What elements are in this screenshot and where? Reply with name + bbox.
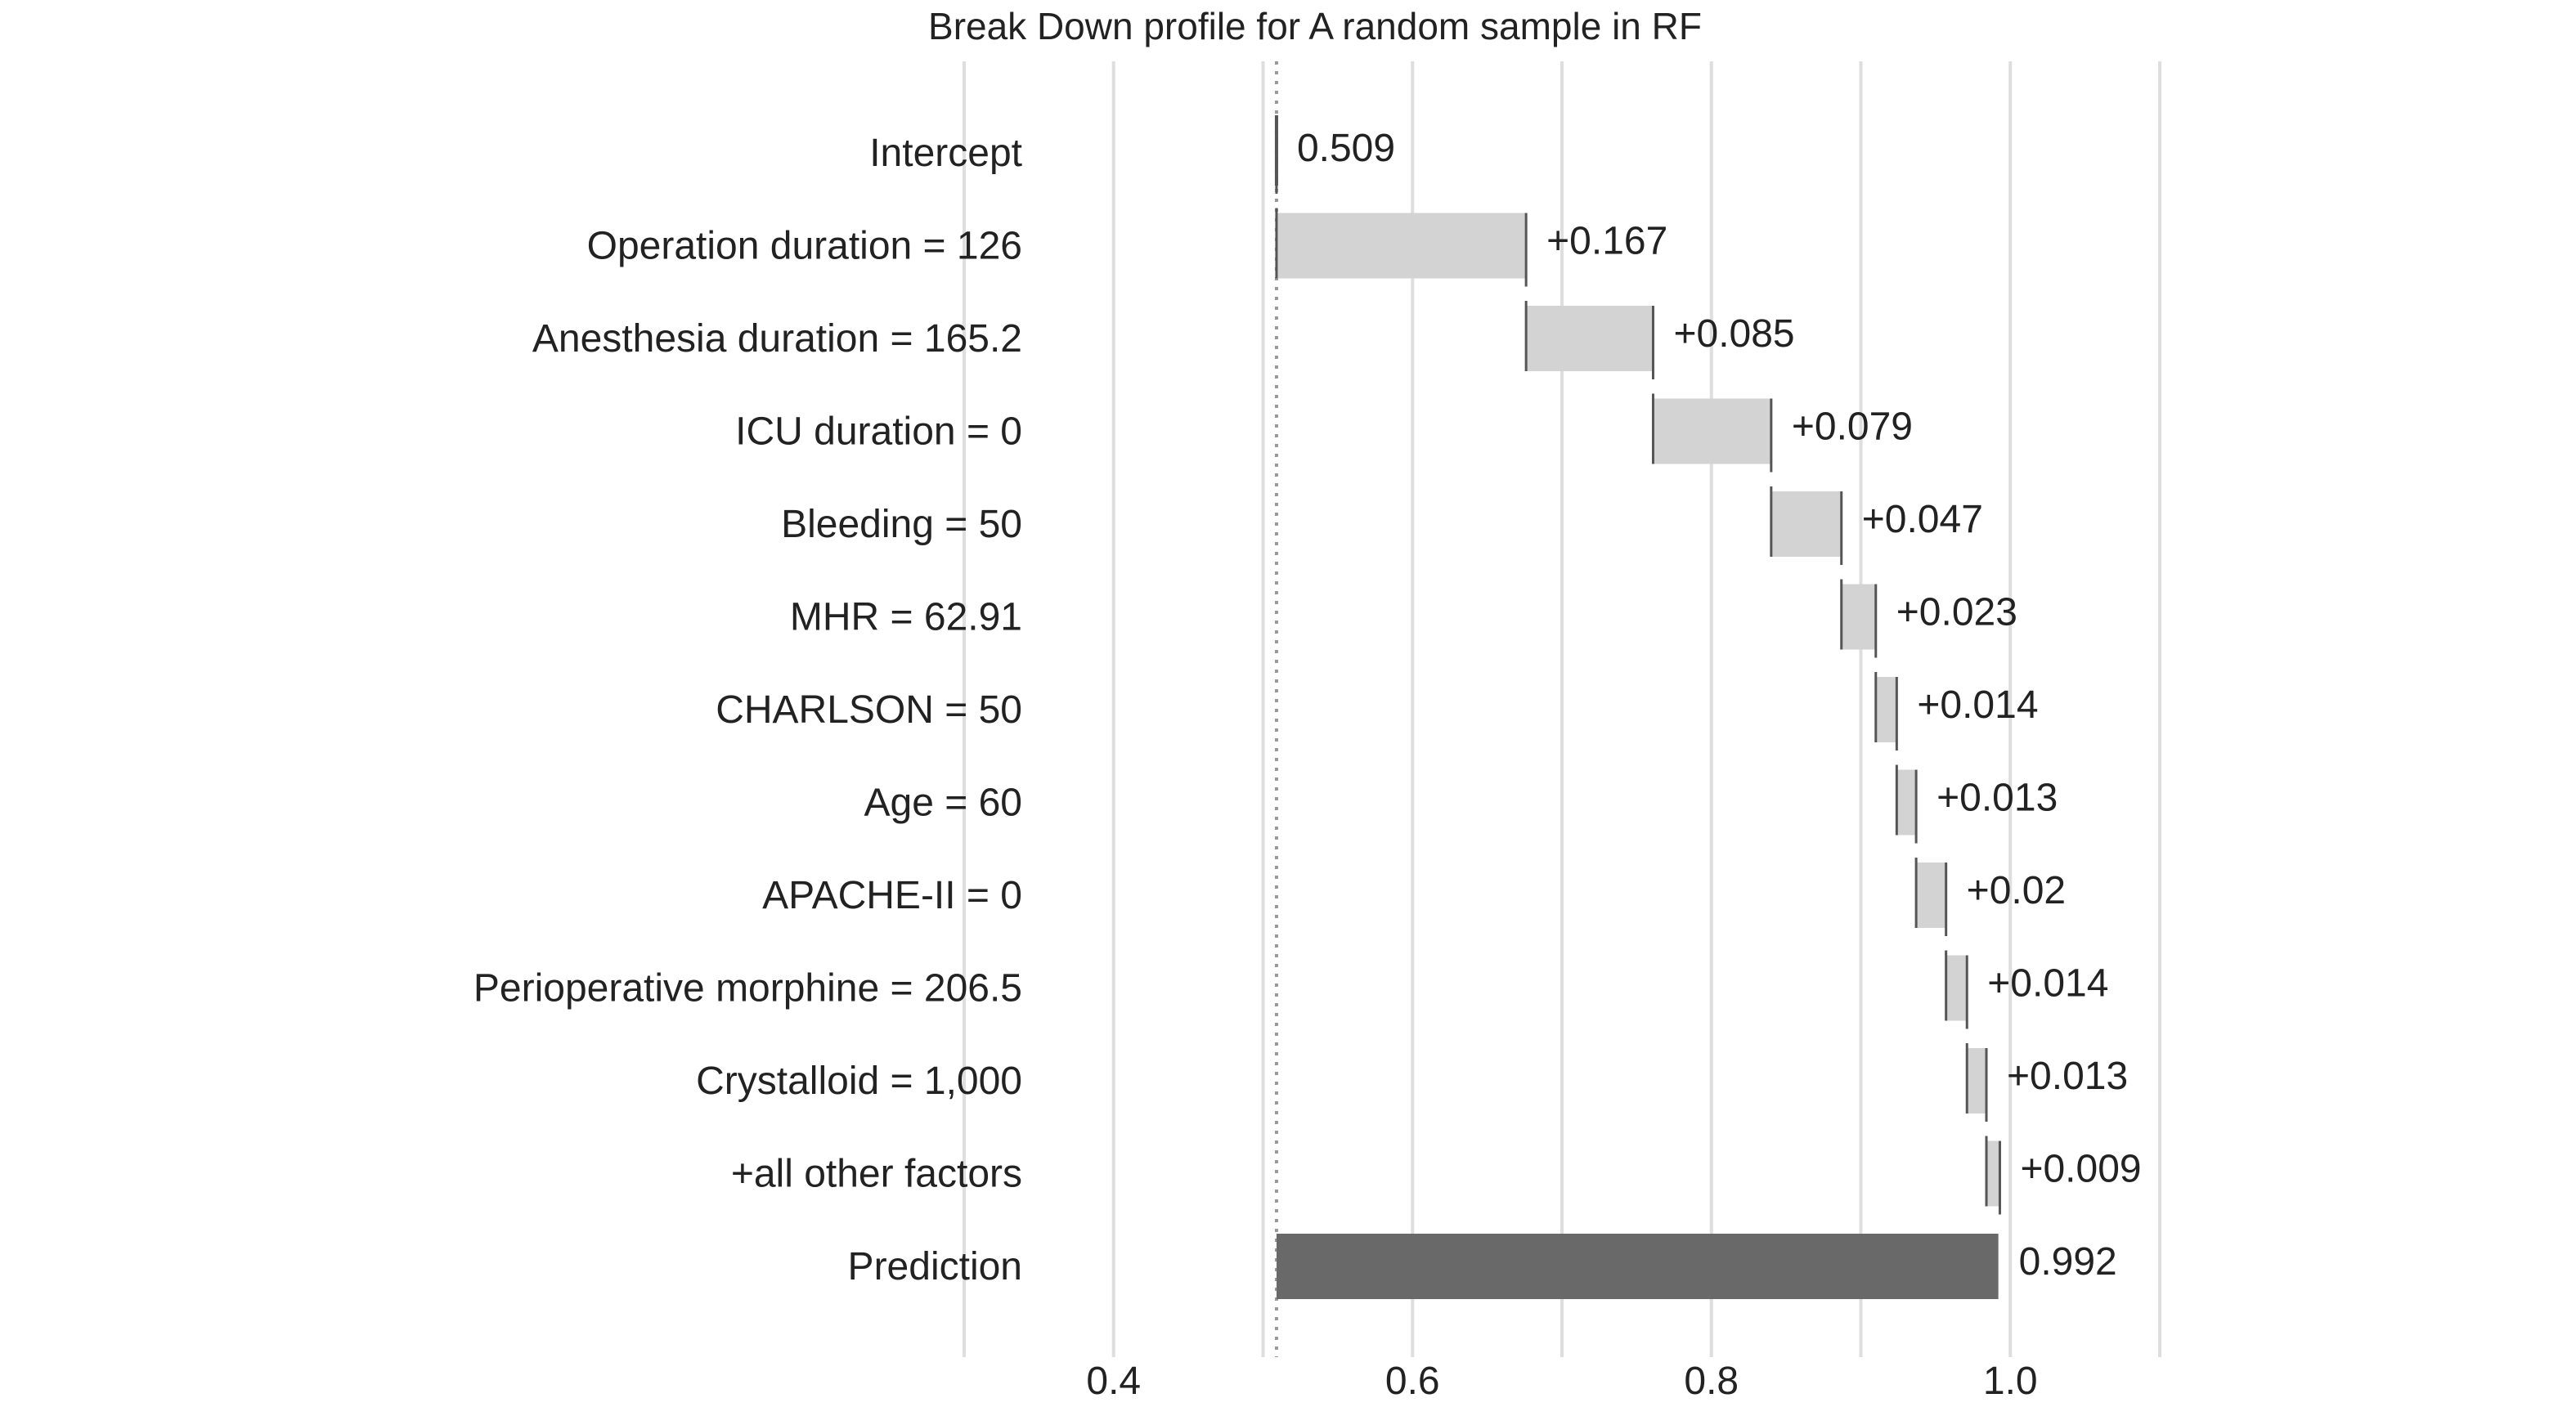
category-label-all-other-factors: +all other factors <box>731 1153 1022 1196</box>
x-axis-ticks: 0.4 0.6 0.8 1.0 <box>1086 1360 2037 1403</box>
bar-crystalloid-1-000 <box>1967 1048 1987 1114</box>
category-label-crystalloid-1-000: Crystalloid = 1,000 <box>696 1060 1022 1103</box>
category-label-anesthesia-duration-165-2: Anesthesia duration = 165.2 <box>532 317 1022 361</box>
x-tick-0-4: 0.4 <box>1086 1360 1141 1403</box>
value-label-all-other-factors: +0.009 <box>2020 1148 2141 1191</box>
category-label-operation-duration-126: Operation duration = 126 <box>587 225 1022 268</box>
value-label-mhr-62-91: +0.023 <box>1896 591 2017 634</box>
value-label-operation-duration-126: +0.167 <box>1546 220 1667 263</box>
value-label-intercept: 0.509 <box>1297 127 1395 170</box>
bar-operation-duration-126 <box>1276 213 1527 279</box>
value-label-charlson-50: +0.014 <box>1917 683 2038 727</box>
value-label-bleeding-50: +0.047 <box>1862 498 1983 541</box>
bar-prediction <box>1276 1234 1999 1299</box>
category-label-perioperative-morphine-206-5: Perioperative morphine = 206.5 <box>473 967 1022 1010</box>
bar-anesthesia-duration-165-2 <box>1526 306 1654 371</box>
x-tick-0-6: 0.6 <box>1385 1360 1440 1403</box>
value-label-perioperative-morphine-206-5: +0.014 <box>1987 962 2108 1006</box>
chart-title: Break Down profile for A random sample i… <box>928 5 1702 47</box>
category-label-bleeding-50: Bleeding = 50 <box>781 503 1022 546</box>
category-label-intercept: Intercept <box>869 132 1022 175</box>
bar-age-60 <box>1896 769 1917 836</box>
bar-mhr-62-91 <box>1841 584 1876 650</box>
connectors <box>1275 120 2001 1215</box>
bar-apache-ii-0 <box>1916 863 1946 928</box>
category-label-mhr-62-91: MHR = 62.91 <box>790 596 1022 639</box>
value-label-icu-duration-0: +0.079 <box>1792 406 1913 449</box>
category-label-icu-duration-0: ICU duration = 0 <box>735 410 1022 454</box>
bars <box>1274 115 2000 1299</box>
bar-charlson-50 <box>1875 677 1897 742</box>
bar-bleeding-50 <box>1770 491 1842 557</box>
value-label-apache-ii-0: +0.02 <box>1967 869 2066 912</box>
category-labels: Intercept Operation duration = 126 Anesthe… <box>473 132 1022 1288</box>
value-label-crystalloid-1-000: +0.013 <box>2007 1055 2128 1098</box>
bar-icu-duration-0 <box>1653 398 1771 464</box>
bar-perioperative-morphine-206-5 <box>1945 955 1968 1021</box>
x-tick-1: 1.0 <box>1983 1360 2038 1403</box>
category-label-charlson-50: CHARLSON = 50 <box>716 688 1022 732</box>
value-label-age-60: +0.013 <box>1936 777 2058 820</box>
category-label-apache-ii-0: APACHE-II = 0 <box>762 874 1022 917</box>
value-label-anesthesia-duration-165-2: +0.085 <box>1673 312 1794 356</box>
bar-all-other-factors <box>1986 1140 2000 1207</box>
value-label-prediction: 0.992 <box>2019 1240 2117 1284</box>
category-label-prediction: Prediction <box>848 1245 1022 1288</box>
value-labels: 0.509 +0.167 +0.085 +0.079 +0.047 +0.023 +0.01… <box>1297 127 2142 1284</box>
x-tick-0-8: 0.8 <box>1684 1360 1739 1403</box>
category-label-age-60: Age = 60 <box>864 782 1023 825</box>
